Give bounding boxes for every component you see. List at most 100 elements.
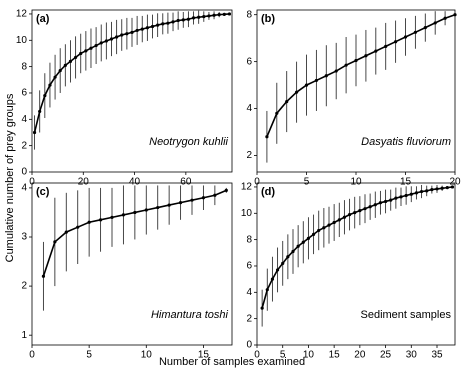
mean-point	[98, 218, 103, 222]
mean-point	[301, 240, 305, 244]
panel: 2 4 6 8 0 5 10 15 20 (b) Dasyatis fluviorum	[246, 9, 461, 187]
x-tick-label: 35	[431, 350, 443, 361]
mean-point	[53, 75, 57, 79]
mean-point	[41, 274, 46, 278]
mean-point	[145, 26, 149, 30]
mean-point	[358, 209, 362, 213]
mean-point	[337, 218, 341, 222]
x-tick-label: 5	[304, 177, 310, 188]
mean-point	[161, 22, 165, 26]
mean-point	[79, 51, 83, 56]
mean-point	[178, 201, 183, 205]
mean-point	[121, 213, 126, 217]
mean-point	[64, 230, 68, 234]
x-tick-label: 20	[354, 350, 366, 361]
mean-point	[171, 20, 175, 24]
mean-point	[281, 261, 285, 265]
mean-point	[394, 196, 398, 200]
mean-point	[433, 21, 437, 25]
y-tick-label: 2	[246, 150, 252, 161]
mean-point	[222, 12, 226, 16]
mean-point	[296, 244, 300, 248]
mean-point	[265, 135, 269, 139]
mean-point	[445, 186, 449, 190]
mean-point	[197, 15, 201, 19]
mean-point	[327, 223, 331, 227]
mean-point	[413, 30, 417, 34]
plot-frame	[256, 182, 456, 346]
panel-annotation: Himantura toshi	[151, 309, 229, 321]
x-tick-label: 15	[198, 350, 210, 361]
y-tick-label: 0	[246, 340, 252, 351]
mean-point	[227, 12, 232, 16]
panel-label: (b)	[261, 13, 275, 25]
mean-point	[140, 27, 144, 31]
mean-point	[63, 63, 67, 67]
mean-point	[217, 13, 221, 17]
mean-point	[314, 78, 318, 83]
x-tick-label: 40	[129, 177, 141, 188]
mean-point	[363, 207, 367, 211]
mean-point	[186, 17, 191, 21]
y-tick-label: 8	[246, 9, 252, 20]
mean-point	[353, 211, 357, 215]
y-tick-label: 10	[16, 35, 28, 46]
x-tick-label: 20	[78, 177, 90, 188]
mean-point	[374, 49, 378, 53]
mean-point	[212, 13, 216, 17]
x-tick-label: 5	[86, 350, 92, 361]
mean-point	[286, 255, 290, 259]
mean-point	[334, 69, 338, 73]
plot-frame	[31, 182, 233, 346]
y-tick-label: 1	[21, 330, 27, 341]
mean-point	[68, 59, 73, 63]
mean-point	[202, 14, 206, 19]
mean-point	[135, 28, 139, 33]
mean-point	[125, 32, 129, 36]
mean-point	[265, 288, 269, 292]
mean-point	[38, 109, 42, 114]
mean-point	[425, 189, 429, 193]
mean-point	[115, 35, 119, 39]
mean-point	[207, 14, 211, 18]
mean-point	[285, 99, 289, 104]
mean-point	[130, 30, 134, 34]
panel: 1 2 3 4 0 5 10 15 (c) Himantura toshi	[21, 182, 233, 361]
y-tick-label: 6	[246, 261, 252, 272]
mean-point	[191, 16, 196, 20]
x-tick-label: 10	[141, 350, 153, 361]
mean-point	[156, 23, 160, 27]
x-axis-title: Number of samples examined	[159, 356, 305, 368]
mean-point	[120, 33, 124, 37]
mean-point	[43, 94, 47, 98]
mean-point	[404, 193, 408, 198]
panel-label: (c)	[36, 186, 50, 198]
panel-label: (d)	[261, 186, 275, 198]
mean-point	[368, 205, 372, 209]
mean-point	[190, 198, 194, 202]
y-tick-label: 2	[246, 313, 252, 324]
mean-point	[58, 68, 62, 73]
mean-point	[450, 185, 455, 189]
mean-point	[87, 220, 91, 224]
x-tick-label: 15	[400, 177, 412, 188]
x-tick-label: 0	[254, 177, 260, 188]
mean-point	[304, 83, 309, 87]
x-tick-label: 30	[406, 350, 418, 361]
mean-point	[224, 188, 228, 192]
mean-point	[378, 201, 383, 205]
y-tick-label: 4	[246, 103, 252, 114]
mean-point	[435, 187, 439, 191]
mean-point	[99, 41, 103, 45]
mean-point	[156, 205, 160, 210]
mean-point	[354, 58, 358, 63]
mean-point	[311, 232, 316, 236]
mean-point	[201, 196, 206, 200]
mean-point	[414, 191, 419, 195]
mean-point	[399, 195, 403, 199]
mean-point	[317, 228, 321, 233]
mean-point	[394, 40, 398, 44]
mean-point	[109, 37, 114, 41]
mean-point	[403, 35, 408, 39]
mean-point	[110, 215, 114, 219]
